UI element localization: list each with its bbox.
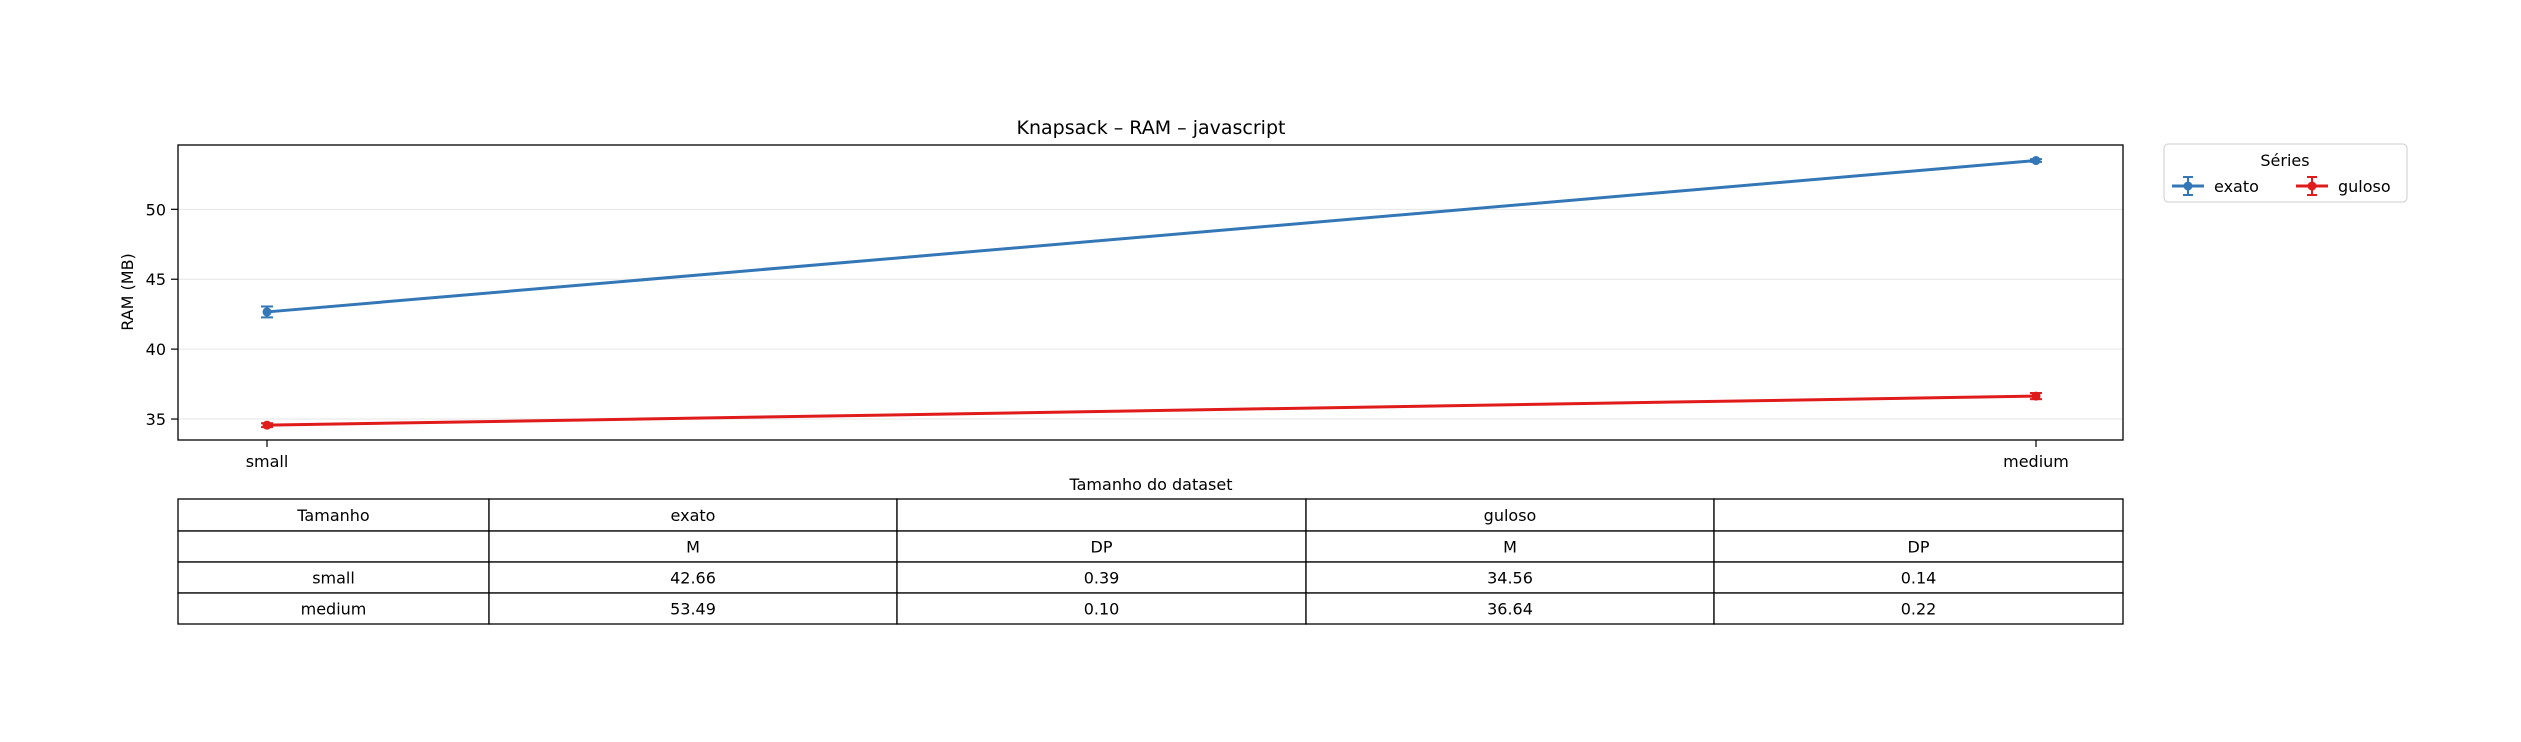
table-row: medium 53.49 0.10 36.64 0.22 (177, 592, 2124, 625)
x-tick-label: small (246, 452, 289, 471)
y-tick-label: 35 (146, 410, 166, 429)
table-cell-text: exato (671, 506, 716, 525)
table-cell-text: 36.64 (1487, 600, 1533, 619)
data-table: Tamanho exato guloso M DP M DP small 42.66 0.39 34… (177, 498, 2124, 625)
series-line (266, 394, 2037, 427)
table-cell-text: M (686, 538, 700, 557)
y-axis-ticks: 35 40 45 50 (146, 200, 178, 429)
table-cell (896, 530, 1307, 563)
table-cell (1713, 530, 2124, 563)
data-point (262, 307, 272, 317)
x-tick-label: medium (2003, 452, 2069, 471)
series-layer (261, 156, 2042, 430)
table-cell (177, 498, 490, 532)
chart-title: Knapsack – RAM – javascript (1017, 117, 1286, 139)
series-guloso (261, 391, 2042, 430)
table-cell-text: 42.66 (670, 569, 716, 588)
table-row: small 42.66 0.39 34.56 0.14 (177, 561, 2124, 594)
table-cell-text: M (1503, 538, 1517, 557)
legend-item-exato: exato (2172, 176, 2259, 196)
data-point (2031, 391, 2041, 401)
legend-title: Séries (2260, 151, 2309, 170)
table-cell (488, 561, 898, 594)
series-line (266, 159, 2037, 314)
table-cell-text: Tamanho (296, 506, 369, 525)
table-cell-text: 0.22 (1901, 600, 1937, 619)
table-cell (896, 561, 1307, 594)
x-axis-ticks: small medium (246, 440, 2069, 471)
table-cell (1305, 592, 1715, 625)
table-cell (1713, 498, 2124, 532)
series-exato (261, 156, 2042, 319)
table-cell-text: guloso (1484, 506, 1537, 525)
table-cell (177, 530, 490, 563)
table-cell-text: 0.10 (1084, 600, 1120, 619)
plot-frame (177, 144, 2124, 441)
table-cell-text: 34.56 (1487, 569, 1533, 588)
table-cell-text: medium (301, 600, 367, 619)
data-point (2031, 156, 2041, 166)
table-cell (1713, 592, 2124, 625)
table-cell-text: DP (1908, 538, 1930, 557)
table-cell (896, 592, 1307, 625)
x-axis-label: Tamanho do dataset (1069, 475, 1233, 494)
data-point (262, 420, 272, 430)
table-cell-text: 0.14 (1901, 569, 1937, 588)
table-cell (1305, 498, 1715, 532)
legend-item-guloso: guloso (2296, 176, 2391, 196)
table-cell (177, 561, 490, 594)
gridlines (178, 208, 2123, 420)
y-tick-label: 40 (146, 340, 166, 359)
table-cell (488, 592, 898, 625)
table-cell-text: DP (1091, 538, 1113, 557)
table-cell-text: 0.39 (1084, 569, 1120, 588)
table-cell (177, 592, 490, 625)
legend-box (2163, 143, 2408, 203)
table-cell-text: small (312, 569, 355, 588)
legend-marker (2307, 181, 2317, 191)
legend-label: exato (2214, 177, 2259, 196)
table-cell (1713, 561, 2124, 594)
table-row: Tamanho exato guloso (177, 498, 2124, 532)
y-axis-label: RAM (MB) (118, 253, 137, 331)
table-cell-text: 53.49 (670, 600, 716, 619)
y-tick-label: 45 (146, 270, 166, 289)
y-tick-label: 50 (146, 200, 166, 219)
table-cell (1305, 561, 1715, 594)
legend-label: guloso (2338, 177, 2391, 196)
table-cell (896, 498, 1307, 532)
legend-marker (2183, 181, 2193, 191)
table-row: M DP M DP (177, 530, 2124, 563)
